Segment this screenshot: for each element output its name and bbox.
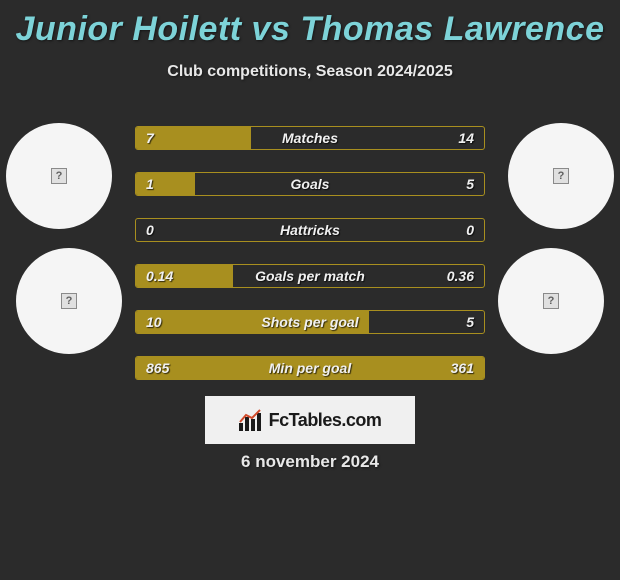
- stat-row: 0.14Goals per match0.36: [135, 264, 485, 288]
- player2-avatar: [508, 123, 614, 229]
- date-label: 6 november 2024: [0, 452, 620, 472]
- fctables-logo-icon: [239, 409, 263, 431]
- stat-value-right: 5: [466, 173, 474, 196]
- stat-row: 10Shots per goal5: [135, 310, 485, 334]
- stat-label: Matches: [136, 127, 484, 150]
- stat-value-right: 14: [458, 127, 474, 150]
- broken-image-icon: [51, 168, 67, 184]
- broken-image-icon: [61, 293, 77, 309]
- stat-row: 1Goals5: [135, 172, 485, 196]
- stat-label: Shots per goal: [136, 311, 484, 334]
- stat-label: Goals: [136, 173, 484, 196]
- stat-label: Hattricks: [136, 219, 484, 242]
- team2-logo: [498, 248, 604, 354]
- watermark: FcTables.com: [205, 396, 415, 444]
- subtitle: Club competitions, Season 2024/2025: [0, 63, 620, 81]
- stat-label: Goals per match: [136, 265, 484, 288]
- watermark-text: FcTables.com: [269, 410, 382, 431]
- broken-image-icon: [543, 293, 559, 309]
- team1-logo: [16, 248, 122, 354]
- stat-value-right: 361: [451, 357, 474, 380]
- stat-row: 0Hattricks0: [135, 218, 485, 242]
- broken-image-icon: [553, 168, 569, 184]
- stat-row: 865Min per goal361: [135, 356, 485, 380]
- player1-avatar: [6, 123, 112, 229]
- stat-value-right: 0: [466, 219, 474, 242]
- stats-container: 7Matches14 1Goals5 0Hattricks0 0.14Goals pe…: [135, 126, 485, 402]
- page-title: Junior Hoilett vs Thomas Lawrence: [0, 0, 620, 49]
- stat-value-right: 0.36: [447, 265, 474, 288]
- stat-label: Min per goal: [136, 357, 484, 380]
- stat-row: 7Matches14: [135, 126, 485, 150]
- stat-value-right: 5: [466, 311, 474, 334]
